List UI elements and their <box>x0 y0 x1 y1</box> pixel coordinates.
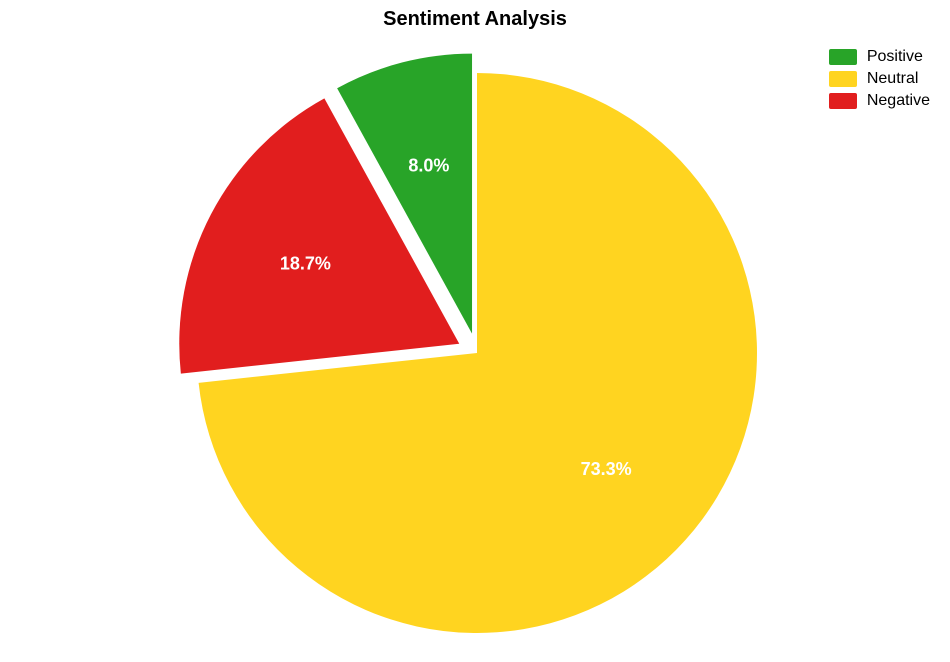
legend-label-neutral: Neutral <box>867 70 919 88</box>
sentiment-chart-container: Sentiment Analysis 73.3%18.7%8.0% Positi… <box>0 0 950 662</box>
legend-swatch-neutral <box>829 71 857 87</box>
pie-label-neutral: 73.3% <box>581 459 632 479</box>
legend-item-negative: Negative <box>829 92 930 110</box>
legend-swatch-negative <box>829 93 857 109</box>
pie-label-positive: 8.0% <box>408 155 449 175</box>
pie-chart-svg: 73.3% 18.7% 8.0% <box>0 0 950 662</box>
legend-item-positive: Positive <box>829 48 930 66</box>
legend-swatch-positive <box>829 49 857 65</box>
legend-label-positive: Positive <box>867 48 923 66</box>
pie-label-negative: 18.7% <box>280 253 331 273</box>
legend-item-neutral: Neutral <box>829 70 930 88</box>
legend: Positive Neutral Negative <box>829 48 930 114</box>
legend-label-negative: Negative <box>867 92 930 110</box>
